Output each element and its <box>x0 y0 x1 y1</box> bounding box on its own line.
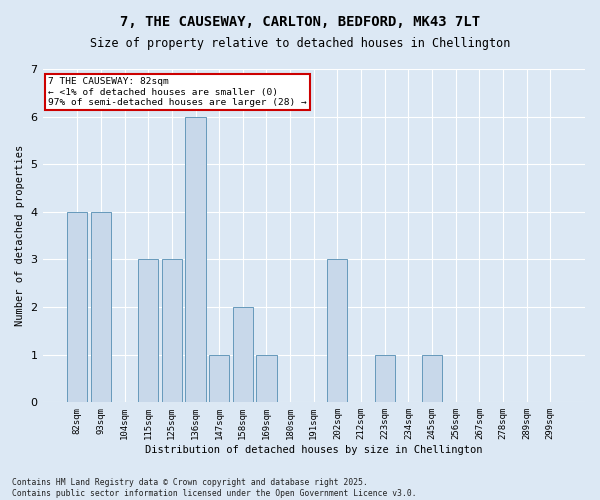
Text: 7 THE CAUSEWAY: 82sqm
← <1% of detached houses are smaller (0)
97% of semi-detac: 7 THE CAUSEWAY: 82sqm ← <1% of detached … <box>48 78 307 107</box>
Bar <box>233 307 253 402</box>
Text: 7, THE CAUSEWAY, CARLTON, BEDFORD, MK43 7LT: 7, THE CAUSEWAY, CARLTON, BEDFORD, MK43 … <box>120 15 480 29</box>
Bar <box>185 116 206 403</box>
Bar <box>256 354 277 403</box>
Text: Size of property relative to detached houses in Chellington: Size of property relative to detached ho… <box>90 38 510 51</box>
Text: Contains HM Land Registry data © Crown copyright and database right 2025.
Contai: Contains HM Land Registry data © Crown c… <box>12 478 416 498</box>
Y-axis label: Number of detached properties: Number of detached properties <box>15 145 25 326</box>
Bar <box>91 212 111 402</box>
Bar <box>209 354 229 403</box>
Bar <box>138 260 158 402</box>
Bar <box>422 354 442 403</box>
Bar <box>67 212 88 402</box>
Bar <box>328 260 347 402</box>
X-axis label: Distribution of detached houses by size in Chellington: Distribution of detached houses by size … <box>145 445 482 455</box>
Bar <box>374 354 395 403</box>
Bar <box>162 260 182 402</box>
